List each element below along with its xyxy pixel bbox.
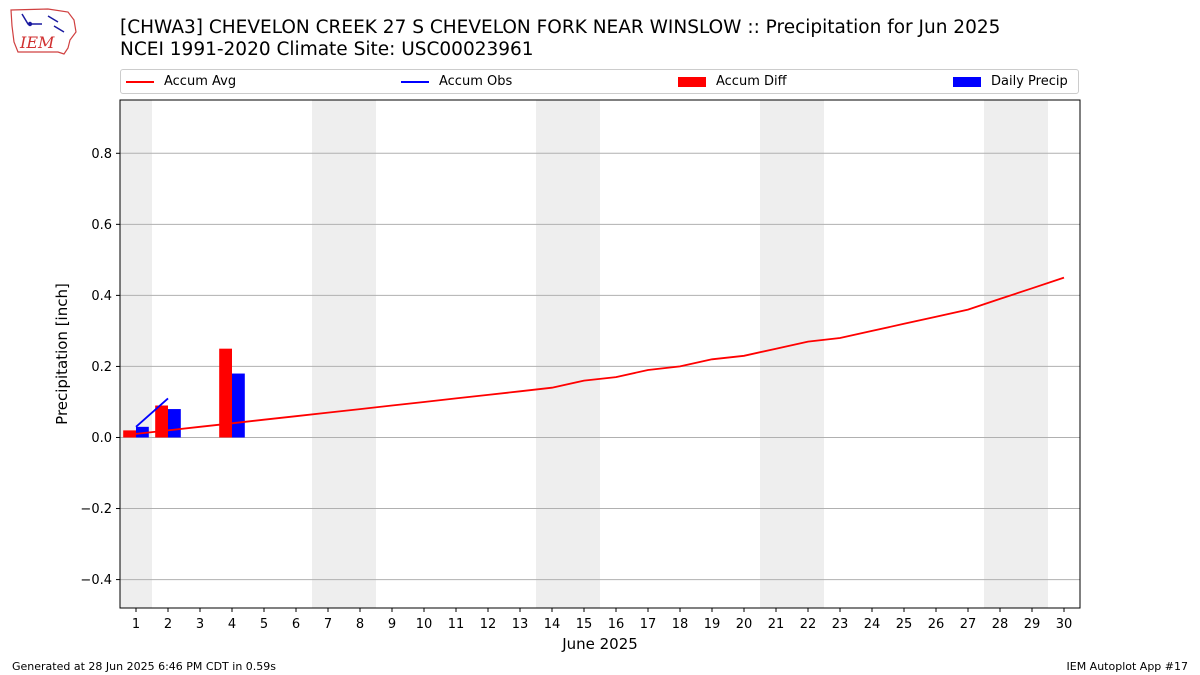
- legend-label-daily-precip: Daily Precip: [991, 74, 1068, 89]
- y-axis-label: Precipitation [inch]: [53, 283, 71, 425]
- x-tick-label: 14: [544, 617, 561, 632]
- legend-swatch-accum-avg: [126, 80, 154, 83]
- footer-app-text: IEM Autoplot App #17: [1066, 660, 1189, 673]
- y-tick-label: 0.6: [91, 218, 112, 233]
- x-tick-label: 2: [164, 617, 172, 632]
- y-tick-label: 0.2: [91, 360, 112, 375]
- y-gridlines: [120, 152, 1080, 581]
- daily-precip-bar: [232, 373, 245, 438]
- legend-swatch-daily-precip: [953, 76, 981, 87]
- legend-item-accum-obs: Accum Obs: [401, 70, 512, 93]
- accum-avg-line: [135, 276, 1065, 435]
- accum-diff-bar: [155, 405, 168, 438]
- svg-text:IEM: IEM: [19, 33, 55, 52]
- x-tick-label: 27: [960, 617, 977, 632]
- y-axis-ticks: −0.4 −0.2 0.0 0.2 0.4 0.6 0.8: [80, 147, 120, 588]
- y-tick-label: 0.8: [91, 147, 112, 162]
- x-tick-label: 1: [132, 617, 140, 632]
- x-tick-label: 16: [608, 617, 625, 632]
- x-tick-label: 28: [992, 617, 1009, 632]
- footer-generated-text: Generated at 28 Jun 2025 6:46 PM CDT in …: [12, 660, 277, 673]
- x-tick-label: 26: [928, 617, 945, 632]
- x-tick-label: 19: [704, 617, 721, 632]
- x-tick-label: 8: [356, 617, 364, 632]
- x-tick-label: 6: [292, 617, 300, 632]
- legend-item-daily-precip: Daily Precip: [953, 70, 1068, 93]
- chart-subtitle: NCEI 1991-2020 Climate Site: USC00023961: [120, 39, 534, 60]
- y-tick-label: −0.4: [80, 573, 112, 588]
- x-tick-label: 9: [388, 617, 396, 632]
- x-axis-ticks: 1 2 3 4 5 6 7 8 9 10 11 12 13 14 15 16 17 18 19 20 21 22 23 24 2…: [132, 608, 1072, 632]
- legend-swatch-accum-diff: [678, 76, 706, 87]
- weekend-shading: [120, 100, 1048, 608]
- legend-item-accum-diff: Accum Diff: [678, 70, 787, 93]
- legend-label-accum-diff: Accum Diff: [716, 74, 787, 89]
- x-tick-label: 4: [228, 617, 236, 632]
- y-tick-label: 0.0: [91, 431, 112, 446]
- x-tick-label: 20: [736, 617, 753, 632]
- plot-frame: [119, 99, 1081, 609]
- x-tick-label: 11: [448, 617, 465, 632]
- x-axis-label: June 2025: [561, 635, 638, 653]
- x-tick-label: 7: [324, 617, 332, 632]
- chart-title: [CHWA3] CHEVELON CREEK 27 S CHEVELON FOR…: [120, 17, 1001, 38]
- x-tick-label: 24: [864, 617, 881, 632]
- legend-item-accum-avg: Accum Avg: [126, 70, 236, 93]
- iem-logo: IEM: [10, 8, 77, 55]
- chart-legend: Accum Avg Accum Obs Accum Diff Daily Pre…: [120, 69, 1079, 94]
- x-tick-label: 15: [576, 617, 593, 632]
- legend-swatch-accum-obs: [401, 80, 429, 83]
- x-tick-label: 29: [1024, 617, 1041, 632]
- weekend-band: [312, 100, 376, 608]
- accum-diff-bar: [219, 348, 232, 438]
- x-tick-label: 21: [768, 617, 785, 632]
- x-tick-label: 3: [196, 617, 204, 632]
- weekend-band: [760, 100, 824, 608]
- x-tick-label: 23: [832, 617, 849, 632]
- weekend-band: [120, 100, 152, 608]
- accum-diff-bar: [123, 430, 136, 438]
- line-series: [135, 276, 1065, 435]
- x-tick-label: 17: [640, 617, 657, 632]
- x-tick-label: 12: [480, 617, 497, 632]
- y-tick-label: −0.2: [80, 502, 112, 517]
- y-tick-label: 0.4: [91, 289, 112, 304]
- daily-precip-bar: [136, 426, 149, 438]
- x-tick-label: 10: [416, 617, 433, 632]
- x-tick-label: 5: [260, 617, 268, 632]
- legend-label-accum-avg: Accum Avg: [164, 74, 237, 89]
- accum-obs-line: [135, 397, 169, 428]
- weekend-band: [536, 100, 600, 608]
- weekend-band: [984, 100, 1048, 608]
- legend-label-accum-obs: Accum Obs: [439, 74, 513, 89]
- x-tick-label: 22: [800, 617, 817, 632]
- x-tick-label: 25: [896, 617, 913, 632]
- daily-precip-bar: [168, 409, 181, 438]
- x-tick-label: 30: [1056, 617, 1073, 632]
- x-tick-label: 18: [672, 617, 689, 632]
- x-tick-label: 13: [512, 617, 529, 632]
